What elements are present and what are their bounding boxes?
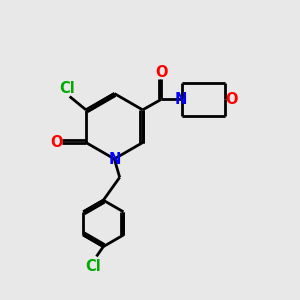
Text: N: N [109,152,121,167]
Text: Cl: Cl [59,81,75,96]
Text: O: O [226,92,238,107]
Text: N: N [175,92,187,107]
Text: O: O [155,65,167,80]
Text: O: O [50,135,62,150]
Text: Cl: Cl [85,259,100,274]
